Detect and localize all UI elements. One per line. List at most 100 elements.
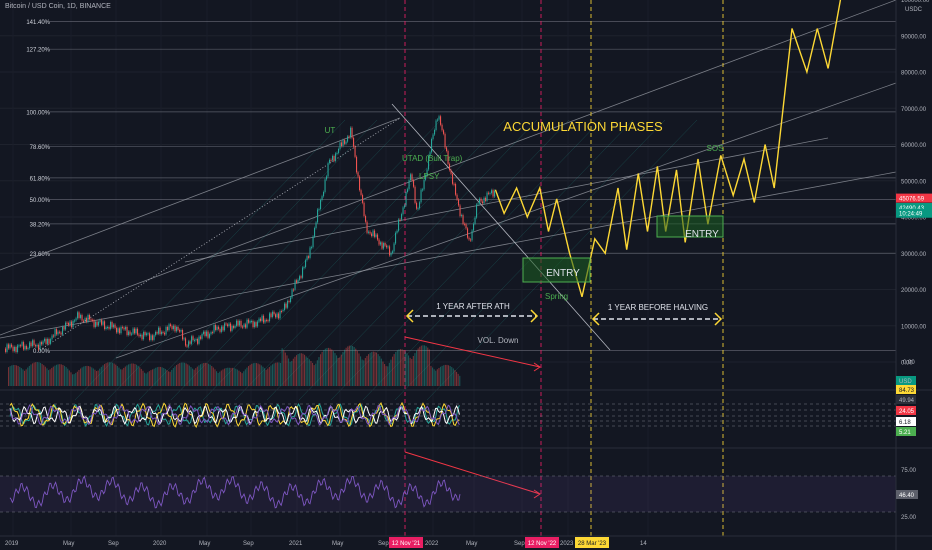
candle xyxy=(395,232,397,244)
candle xyxy=(77,312,79,319)
volume-bar xyxy=(339,357,341,386)
volume-bar xyxy=(356,350,358,386)
candle xyxy=(383,243,385,249)
candle xyxy=(284,303,286,310)
volume-bar xyxy=(84,366,86,386)
candle xyxy=(377,234,379,240)
volume-bar xyxy=(81,367,83,386)
candle xyxy=(39,342,41,350)
sos-label: SOS xyxy=(707,144,724,153)
candle xyxy=(27,348,29,350)
volume-bar xyxy=(169,371,171,386)
candle xyxy=(450,170,452,174)
volume-bar xyxy=(337,357,339,386)
candle xyxy=(84,318,86,322)
volume-bar xyxy=(120,369,122,386)
volume-bar xyxy=(369,352,371,386)
fan-line xyxy=(298,119,570,401)
candle xyxy=(149,333,151,341)
fib-level-label: 127.20% xyxy=(26,48,50,54)
candle xyxy=(131,333,133,335)
candle xyxy=(464,223,466,225)
candle xyxy=(461,215,463,217)
candle xyxy=(294,280,296,290)
volume-bar xyxy=(251,363,253,386)
candle xyxy=(453,183,455,185)
volume-bar xyxy=(425,346,427,386)
volume-bar xyxy=(286,355,288,386)
time-tick-label: 2019 xyxy=(5,541,19,547)
time-tick-label: 2022 xyxy=(425,541,439,547)
candle xyxy=(183,338,185,340)
time-tick-label: May xyxy=(199,541,210,547)
candle xyxy=(438,116,440,120)
candle xyxy=(222,326,224,331)
candle xyxy=(30,342,32,347)
before-halving-label: 1 YEAR BEFORE HALVING xyxy=(608,303,708,312)
candle xyxy=(75,318,77,321)
candle xyxy=(57,331,59,335)
candle xyxy=(416,202,418,209)
volume-bar xyxy=(448,365,450,386)
fan-line xyxy=(234,119,506,401)
candle xyxy=(239,320,241,326)
volume-bar xyxy=(19,366,21,386)
volume-bar xyxy=(184,362,186,386)
osc-badge-label: 6.18 xyxy=(899,420,911,426)
candle xyxy=(62,326,64,335)
candle xyxy=(269,313,271,322)
candle xyxy=(494,190,496,197)
volume-bar xyxy=(272,364,274,386)
candle xyxy=(188,341,190,347)
candle xyxy=(426,169,428,176)
candle xyxy=(483,197,485,204)
candle xyxy=(63,326,65,330)
time-tick-label: May xyxy=(466,541,477,547)
volume-bar xyxy=(97,370,99,386)
volume-bar xyxy=(294,356,296,386)
volume-bar xyxy=(206,363,208,386)
volume-bar xyxy=(432,367,434,386)
candle xyxy=(273,311,275,315)
volume-bar xyxy=(129,363,131,386)
volume-bar xyxy=(43,365,45,386)
volume-bar xyxy=(30,364,32,386)
volume-bar xyxy=(310,360,312,386)
volume-bar xyxy=(214,369,216,386)
price-badge xyxy=(896,202,932,212)
volume-bar xyxy=(14,365,16,386)
candle xyxy=(360,190,362,195)
candle xyxy=(389,246,391,256)
volume-bar xyxy=(289,361,291,386)
candle xyxy=(338,148,340,153)
candle xyxy=(87,315,89,322)
after-ath-arrow-head-left xyxy=(405,309,414,323)
candle xyxy=(204,331,206,336)
candle xyxy=(374,230,376,237)
volume-bar xyxy=(40,362,42,386)
price-tick-label: 90000.00 xyxy=(901,34,927,40)
candle xyxy=(120,326,122,334)
candle xyxy=(177,326,179,330)
volume-bar xyxy=(401,349,403,386)
volume-bar xyxy=(17,366,19,386)
candle xyxy=(125,326,127,330)
candle xyxy=(107,327,109,329)
candle xyxy=(366,221,368,233)
rsi-panel xyxy=(0,475,896,513)
candle xyxy=(123,327,125,330)
volume-bar xyxy=(345,347,347,386)
candle xyxy=(231,326,233,331)
volume-bar xyxy=(176,364,178,386)
candle xyxy=(473,223,475,231)
candle xyxy=(161,331,163,335)
volume-bar xyxy=(361,359,363,386)
volume-bar xyxy=(260,365,262,386)
candle xyxy=(159,327,161,335)
candle xyxy=(117,328,119,333)
candle xyxy=(282,309,284,312)
projection-path xyxy=(494,0,842,297)
volume-bar xyxy=(384,364,386,386)
